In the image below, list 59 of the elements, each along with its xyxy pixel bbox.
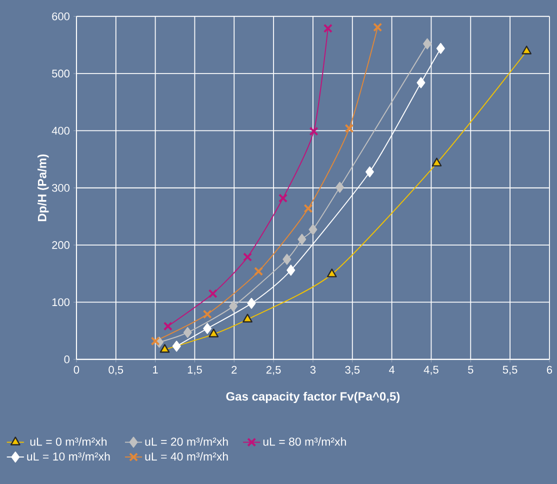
point bbox=[308, 224, 318, 236]
point bbox=[150, 336, 160, 346]
point bbox=[172, 340, 181, 352]
point bbox=[242, 314, 252, 322]
point bbox=[298, 234, 306, 245]
y-tick-label: 600 bbox=[52, 12, 70, 20]
point bbox=[160, 344, 170, 353]
point bbox=[436, 42, 445, 54]
point bbox=[373, 22, 382, 32]
y-tick-label: 0 bbox=[64, 355, 70, 364]
point bbox=[282, 254, 292, 265]
point bbox=[286, 264, 296, 276]
legend-label: uL = 40 m³/m²xh bbox=[145, 452, 228, 461]
point bbox=[229, 300, 238, 312]
x-tick-label: 3,5 bbox=[345, 366, 360, 375]
point bbox=[278, 194, 288, 203]
x-tick-label: 0,5 bbox=[108, 366, 124, 375]
x-tick-label: 5,5 bbox=[502, 366, 518, 375]
point bbox=[365, 166, 374, 178]
x-tick-label: 1 bbox=[153, 366, 158, 374]
point bbox=[323, 24, 332, 33]
x-tick-label: 4,5 bbox=[424, 366, 438, 375]
point bbox=[309, 126, 318, 136]
point bbox=[326, 268, 337, 278]
point bbox=[208, 289, 218, 298]
x-tick-label: 1,5 bbox=[188, 366, 202, 375]
point bbox=[247, 298, 256, 309]
y-tick-label: 300 bbox=[52, 184, 70, 192]
x-tick-label: 0 bbox=[74, 366, 80, 374]
point bbox=[183, 327, 192, 338]
y-axis-title: Dp/H (Pa/m) bbox=[38, 154, 49, 222]
point bbox=[522, 46, 532, 54]
point bbox=[243, 252, 252, 262]
y-tick-label: 400 bbox=[52, 126, 70, 135]
x-tick-label: 2 bbox=[232, 366, 237, 374]
x-tick-label: 6 bbox=[546, 366, 552, 374]
x-axis-title: Gas capacity factor Fv(Pa^0,5) bbox=[226, 392, 400, 404]
point bbox=[304, 204, 313, 213]
point bbox=[344, 124, 354, 133]
point bbox=[163, 322, 172, 331]
point bbox=[336, 182, 344, 193]
x-tick-label: 3 bbox=[310, 366, 316, 374]
point bbox=[423, 38, 432, 50]
point bbox=[432, 158, 442, 166]
x-tick-label: 4 bbox=[388, 366, 395, 374]
x-tick-label: 5 bbox=[468, 366, 474, 374]
point bbox=[203, 322, 212, 334]
point bbox=[202, 310, 212, 319]
y-tick-label: 100 bbox=[52, 298, 70, 306]
y-tick-label: 500 bbox=[52, 70, 70, 78]
legend-label: uL = 80 m³/m²xh bbox=[263, 437, 346, 446]
legend-label: uL = 10 m³/m²xh bbox=[27, 452, 110, 461]
point bbox=[254, 266, 264, 276]
y-tick-label: 200 bbox=[52, 241, 70, 249]
legend-label: uL = 0 m³/m²xh bbox=[30, 437, 107, 446]
legend-label: uL = 20 m³/m²xh bbox=[145, 437, 228, 446]
point bbox=[416, 77, 426, 88]
x-tick-label: 2,5 bbox=[266, 366, 281, 375]
point bbox=[208, 328, 219, 338]
